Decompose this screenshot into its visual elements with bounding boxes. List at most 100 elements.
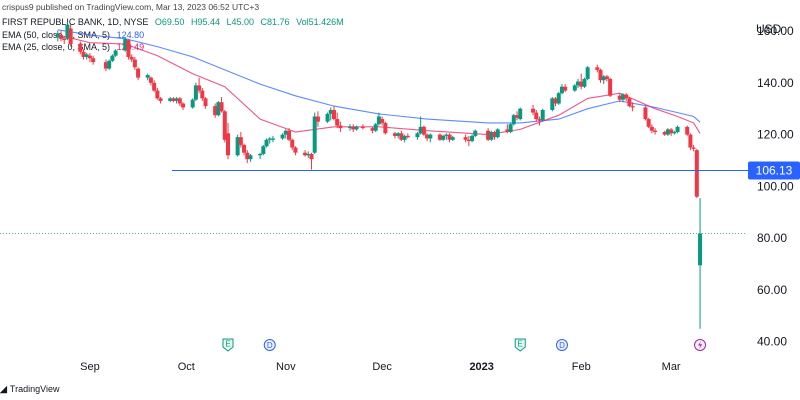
y-tick-label: 160.00 xyxy=(757,24,794,38)
candle xyxy=(627,97,632,108)
candle xyxy=(624,93,629,101)
candle-body xyxy=(264,139,269,147)
candle-body xyxy=(691,147,696,149)
candle-body xyxy=(91,58,96,63)
candle-body xyxy=(392,133,397,136)
candle xyxy=(598,68,603,83)
tradingview-logo-icon: ◢ xyxy=(0,384,7,394)
y-tick-label: 140.00 xyxy=(757,76,794,90)
candle-body xyxy=(174,98,179,101)
dividend-marker-icon[interactable]: D xyxy=(555,339,568,351)
candle-body xyxy=(177,98,182,104)
candle xyxy=(222,110,227,143)
y-axis[interactable]: 160.00 140.00 120.00 100.00 80.00 60.00 40.00 xyxy=(757,24,794,349)
candle-body xyxy=(158,98,163,101)
candle xyxy=(665,128,670,136)
candle-body xyxy=(437,134,442,140)
candle-body xyxy=(306,154,311,156)
candle xyxy=(653,128,658,135)
candle-body xyxy=(672,132,677,134)
candle-body xyxy=(136,68,141,78)
candle-body xyxy=(376,116,381,125)
x-axis[interactable]: Sep Oct Nov Dec 2023 Feb Mar xyxy=(80,361,681,373)
candle-body xyxy=(62,38,67,41)
dividend-marker-shape xyxy=(555,339,568,351)
x-tick-label: 2023 xyxy=(469,361,493,373)
ema25-line xyxy=(57,34,701,136)
candle-body xyxy=(486,130,491,140)
candle-body xyxy=(248,155,253,160)
candle xyxy=(113,49,118,57)
candle xyxy=(136,67,141,81)
candle xyxy=(415,132,420,140)
x-tick-label: Nov xyxy=(276,361,296,373)
candle xyxy=(280,133,285,140)
close-value: C81.76 xyxy=(260,17,290,27)
horizontal-line[interactable]: 106.13 xyxy=(172,161,800,180)
earnings-marker-icon[interactable]: E xyxy=(514,338,526,352)
candle xyxy=(428,133,433,143)
y-tick-label: 80.00 xyxy=(757,231,787,245)
candle xyxy=(576,78,581,88)
ema25-label: EMA (25, close, 0, SMA, 5) xyxy=(2,42,111,52)
candle xyxy=(203,97,208,109)
candle-body xyxy=(238,137,243,145)
candle xyxy=(563,84,568,92)
candle xyxy=(78,41,83,55)
candle xyxy=(303,150,308,157)
symbol-legend: FIRST REPUBLIC BANK, 1D, NYSE O69.50 H95… xyxy=(2,17,348,27)
candle xyxy=(335,112,340,129)
candle-body xyxy=(595,67,600,70)
candle xyxy=(534,110,539,122)
candle-body xyxy=(309,154,314,160)
candle-body xyxy=(129,56,134,60)
candle xyxy=(245,150,250,164)
candle-body xyxy=(550,98,555,110)
ema25-path xyxy=(57,34,701,136)
candle-body xyxy=(155,90,160,99)
candle xyxy=(181,102,186,110)
candle-body xyxy=(630,106,635,108)
candle-body xyxy=(145,75,150,78)
candle-body xyxy=(287,130,292,140)
candle-body xyxy=(495,129,500,138)
candle-body xyxy=(168,98,173,101)
currency-label[interactable]: USD xyxy=(756,22,782,36)
candle xyxy=(675,125,680,134)
candle-body xyxy=(627,98,632,107)
candle xyxy=(225,122,230,160)
candle xyxy=(505,124,510,134)
earnings-marker-icon[interactable]: E xyxy=(222,338,234,352)
candles xyxy=(55,22,703,329)
candle-body xyxy=(428,134,433,139)
dividend-marker-icon[interactable]: D xyxy=(263,339,276,351)
candle-body xyxy=(473,130,478,136)
candle xyxy=(360,124,365,130)
candle-body xyxy=(556,93,561,104)
candle-body xyxy=(441,135,446,140)
dividend-marker-letter: D xyxy=(267,341,273,350)
candle xyxy=(515,111,520,121)
candle-body xyxy=(132,59,137,68)
candle xyxy=(293,146,298,156)
candle-body xyxy=(511,115,516,125)
candle xyxy=(123,37,128,52)
candle xyxy=(486,128,491,142)
y-tick-label: 60.00 xyxy=(757,283,787,297)
candle xyxy=(190,98,195,109)
candle xyxy=(418,116,423,135)
candle xyxy=(177,97,182,107)
lightning-event-icon[interactable] xyxy=(694,339,707,351)
symbol-title[interactable]: FIRST REPUBLIC BANK, 1D, NYSE xyxy=(2,17,149,27)
candle xyxy=(213,103,218,118)
candle-body xyxy=(559,86,564,94)
publish-info: crispus9 published on TradingView.com, M… xyxy=(2,2,260,12)
candle-body xyxy=(608,78,613,96)
candle xyxy=(351,124,356,132)
dividend-marker-letter: D xyxy=(559,341,565,350)
low-value: L45.00 xyxy=(226,17,255,27)
candle xyxy=(328,107,333,121)
candle xyxy=(248,154,253,162)
candle-body xyxy=(662,132,667,135)
